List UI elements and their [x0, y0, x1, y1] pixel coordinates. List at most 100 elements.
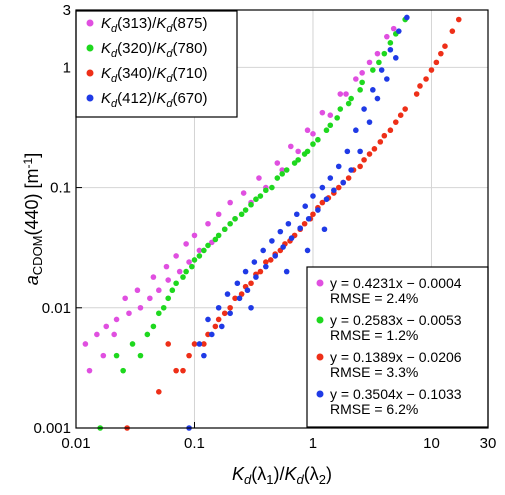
point-s0-18 [295, 148, 301, 155]
point-s3-14 [310, 193, 316, 199]
point-s1-50 [345, 100, 352, 107]
point-s3-51 [304, 247, 311, 254]
point-s2-39 [257, 268, 264, 275]
point-s3-33 [263, 263, 269, 270]
x-title-k2: K [285, 464, 298, 484]
point-s2-4 [201, 341, 207, 347]
point-s2-37 [238, 291, 245, 297]
point-s3-34 [272, 253, 279, 259]
point-s1-36 [196, 253, 203, 259]
fit-equation-2: y = 0.1389x − 0.0206 [330, 349, 462, 365]
point-s3-45 [366, 119, 373, 125]
point-s1-32 [160, 304, 167, 311]
x-title-close: ) [326, 464, 332, 484]
point-s2-40 [267, 257, 274, 263]
point-s0-43 [319, 109, 326, 116]
point-s3-24 [395, 28, 402, 34]
point-s3-38 [305, 215, 312, 222]
point-s2-6 [221, 310, 228, 317]
point-s2-23 [392, 119, 399, 125]
point-s0-9 [176, 268, 183, 275]
point-s0-11 [196, 247, 203, 254]
data-points [82, 14, 462, 431]
legend-1-part-3: K [156, 40, 167, 57]
point-s1-24 [359, 79, 365, 86]
point-s2-55 [428, 67, 435, 73]
fit-marker-1 [316, 316, 324, 324]
legend-label-1: Kd(320)/Kd(780) [101, 40, 208, 60]
legend-2-part-2: (340)/ [117, 65, 157, 82]
point-s2-15 [310, 211, 316, 218]
point-s1-29 [120, 367, 126, 374]
point-s3-6 [242, 268, 249, 275]
legend-1-part-5: (780) [172, 40, 207, 57]
x-title-sub-2: 2 [319, 472, 326, 487]
point-s2-32 [180, 367, 186, 374]
fit-equation-3: y = 0.3504x − 0.1033 [330, 386, 462, 402]
x-title-lambda1: (λ [251, 464, 266, 484]
point-s0-25 [86, 367, 93, 374]
point-s1-4 [156, 310, 162, 317]
point-s0-31 [163, 263, 170, 270]
legend-3-part-1: d [111, 98, 118, 110]
point-s2-56 [438, 50, 444, 57]
point-s3-16 [327, 175, 334, 181]
y-title-440: (440) [m [22, 168, 42, 235]
legend-0-part-0: K [101, 15, 112, 32]
point-s1-14 [253, 196, 259, 203]
point-s1-12 [232, 215, 238, 222]
legend-1-part-0: K [101, 40, 112, 57]
fit-rmse-2: RMSE = 3.3% [330, 364, 418, 380]
point-s3-2 [205, 316, 211, 323]
legend-2-part-0: K [101, 65, 112, 82]
x-tick-label-4: 30 [480, 435, 497, 452]
point-s2-5 [212, 323, 219, 330]
point-s0-34 [191, 232, 198, 239]
point-s1-9 [201, 247, 207, 254]
fit-equation-1: y = 0.2583x − 0.0053 [330, 312, 462, 328]
point-s0-32 [173, 253, 179, 259]
point-s2-21 [371, 146, 378, 152]
legend-2-part-1: d [111, 73, 118, 85]
point-s3-50 [283, 268, 290, 275]
point-s1-42 [257, 193, 264, 199]
point-s1-7 [183, 268, 189, 275]
point-s0-5 [137, 304, 144, 311]
legend-0-part-4: d [166, 23, 173, 35]
point-s3-21 [370, 87, 376, 93]
x-title-sub-d2: d [297, 472, 305, 487]
point-s0-21 [343, 91, 349, 97]
point-s1-1 [113, 352, 120, 359]
point-s2-24 [402, 106, 408, 112]
point-s3-3 [215, 304, 222, 311]
point-s0-1 [94, 331, 100, 338]
point-s2-47 [335, 184, 342, 191]
legend-box [75, 10, 238, 118]
point-s1-3 [144, 331, 151, 338]
point-s1-33 [169, 287, 176, 294]
point-s3-37 [297, 225, 303, 231]
point-s3-36 [288, 235, 295, 241]
point-s3-8 [260, 247, 266, 254]
point-s1-43 [269, 184, 275, 191]
y-tick-label-1: 0.01 [42, 300, 71, 317]
point-s2-53 [397, 112, 404, 118]
point-s1-20 [315, 136, 321, 143]
fit-rmse-0: RMSE = 2.4% [330, 290, 418, 306]
point-s1-31 [150, 323, 157, 330]
fit-marker-3 [316, 390, 324, 398]
point-s0-7 [156, 287, 162, 294]
point-s3-26 [201, 352, 207, 359]
x-tick-label-2: 1 [309, 435, 317, 452]
point-s2-35 [215, 316, 222, 323]
point-s0-0 [82, 341, 89, 347]
point-s3-27 [209, 331, 215, 338]
x-axis-title: Kd(λ1)/Kd(λ2) [232, 464, 332, 487]
point-s0-35 [205, 220, 211, 227]
point-s0-20 [327, 112, 334, 118]
point-s2-54 [417, 83, 423, 89]
legend-marker-1 [86, 44, 94, 52]
point-s0-39 [256, 175, 262, 181]
legend: Kd(313)/Kd(875)Kd(320)/Kd(780)Kd(340)/Kd… [75, 10, 238, 118]
